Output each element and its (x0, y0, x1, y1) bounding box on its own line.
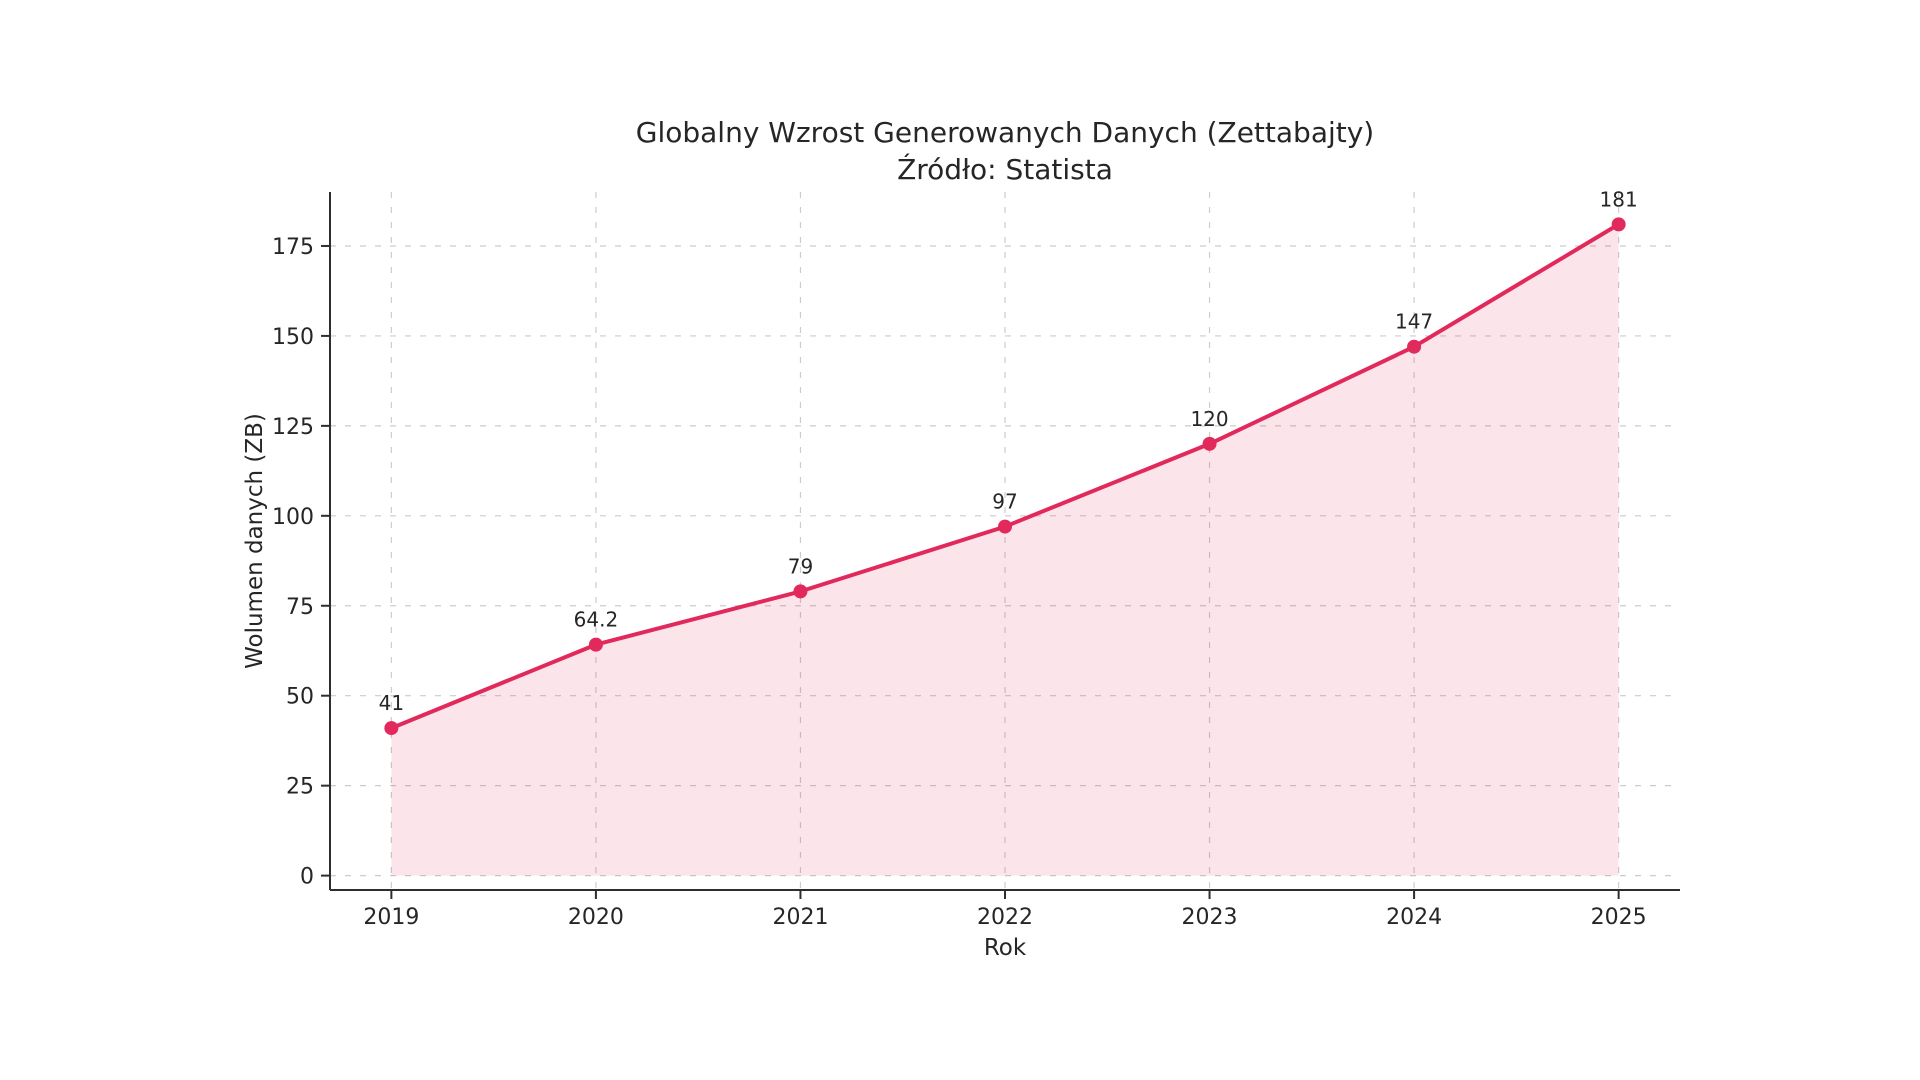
x-tick-label-2022: 2022 (977, 905, 1033, 930)
x-tick-label-2024: 2024 (1386, 905, 1442, 930)
x-tick-label-2019: 2019 (363, 905, 419, 930)
point-label-2020: 64.2 (574, 608, 619, 632)
y-tick-label-25: 25 (286, 775, 314, 800)
chart-title: Globalny Wzrost Generowanych Danych (Zet… (635, 116, 1375, 149)
x-tick-label-2025: 2025 (1591, 905, 1647, 930)
x-tick-label-2021: 2021 (772, 905, 828, 930)
y-tick-label-125: 125 (272, 415, 314, 440)
data-point-2019 (384, 721, 399, 736)
y-tick-label-75: 75 (286, 595, 314, 620)
y-tick-label-50: 50 (286, 685, 314, 710)
area-fill (391, 224, 1619, 876)
y-tick-label-0: 0 (300, 865, 314, 890)
data-point-2025 (1611, 217, 1626, 232)
point-label-2022: 97 (992, 490, 1017, 514)
data-point-2024 (1407, 339, 1422, 354)
x-tick-label-2023: 2023 (1182, 905, 1238, 930)
point-label-2019: 41 (379, 691, 404, 715)
data-point-2023 (1202, 436, 1217, 451)
point-label-2021: 79 (788, 554, 813, 578)
x-tick-label-2020: 2020 (568, 905, 624, 930)
y-tick-label-100: 100 (272, 505, 314, 530)
chart-title-block: Globalny Wzrost Generowanych Danych (Zet… (330, 114, 1680, 188)
y-tick-label-150: 150 (272, 325, 314, 350)
data-point-2022 (998, 519, 1012, 534)
data-point-2020 (588, 637, 603, 652)
y-axis-label: Wolumen danych (ZB) (242, 413, 268, 669)
chart-subtitle: Źródło: Statista (897, 153, 1113, 186)
point-label-2024: 147 (1395, 310, 1433, 334)
point-label-2025: 181 (1600, 187, 1638, 211)
data-point-2021 (793, 584, 808, 599)
y-tick-label-175: 175 (272, 235, 314, 260)
point-label-2023: 120 (1190, 407, 1228, 431)
x-axis-label: Rok (983, 935, 1027, 961)
